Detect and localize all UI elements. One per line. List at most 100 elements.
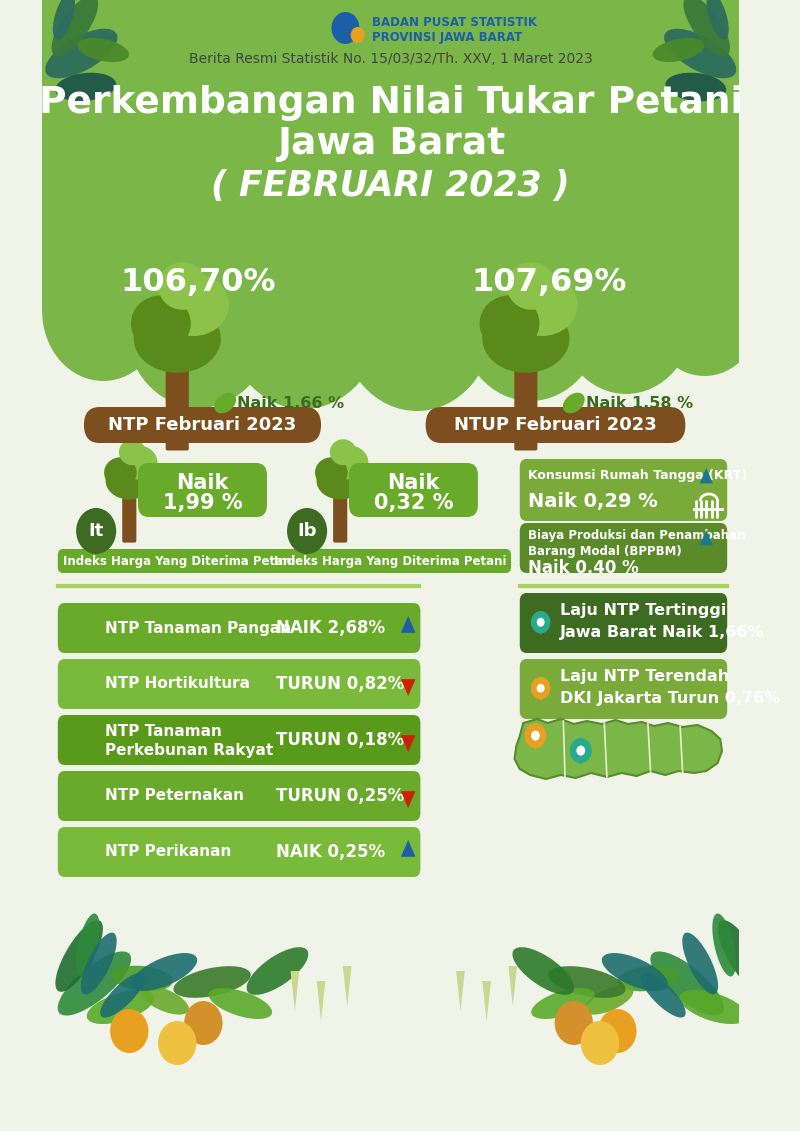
FancyBboxPatch shape (58, 603, 420, 653)
Ellipse shape (174, 966, 250, 998)
Ellipse shape (718, 921, 766, 992)
Ellipse shape (531, 988, 594, 1019)
Ellipse shape (78, 38, 129, 62)
Ellipse shape (134, 304, 221, 373)
Text: Naik: Naik (176, 473, 229, 493)
Text: Naik 0,29 %: Naik 0,29 % (529, 492, 658, 510)
FancyBboxPatch shape (138, 463, 267, 517)
Text: Berita Resmi Statistik No. 15/03/32/Th. XXV, 1 Maret 2023: Berita Resmi Statistik No. 15/03/32/Th. … (189, 52, 593, 66)
Text: Laju NTP Terendah: Laju NTP Terendah (560, 670, 729, 684)
Text: ( FEBRUARI 2023 ): ( FEBRUARI 2023 ) (211, 169, 570, 202)
Text: Naik 0,40 %: Naik 0,40 % (529, 559, 639, 577)
Circle shape (287, 508, 327, 554)
Ellipse shape (315, 457, 348, 487)
Circle shape (570, 739, 592, 763)
Text: Laju NTP Tertinggi: Laju NTP Tertinggi (560, 604, 726, 619)
Text: 107,69%: 107,69% (472, 268, 627, 299)
FancyBboxPatch shape (42, 0, 739, 311)
Ellipse shape (712, 914, 736, 976)
Polygon shape (290, 972, 299, 1011)
Text: NTP Peternakan: NTP Peternakan (105, 788, 244, 803)
Polygon shape (401, 792, 415, 808)
Text: BADAN PUSAT STATISTIK: BADAN PUSAT STATISTIK (371, 17, 537, 29)
Ellipse shape (139, 985, 189, 1015)
Text: Jawa Barat Naik 1,66%: Jawa Barat Naik 1,66% (560, 625, 764, 640)
FancyBboxPatch shape (269, 549, 511, 573)
Circle shape (581, 1021, 619, 1065)
Text: Naik 1,58 %: Naik 1,58 % (586, 396, 693, 411)
Ellipse shape (131, 295, 191, 352)
Polygon shape (401, 735, 415, 752)
FancyBboxPatch shape (349, 463, 478, 517)
Ellipse shape (641, 973, 686, 1018)
Ellipse shape (51, 0, 98, 57)
Polygon shape (534, 622, 548, 634)
Ellipse shape (131, 953, 197, 991)
Text: It: It (89, 523, 104, 539)
FancyBboxPatch shape (58, 771, 420, 821)
Text: PROVINSI JAWA BARAT: PROVINSI JAWA BARAT (371, 31, 522, 43)
Ellipse shape (158, 262, 207, 310)
FancyBboxPatch shape (58, 659, 420, 709)
Text: NTUP Februari 2023: NTUP Februari 2023 (454, 416, 657, 434)
Text: NAIK 2,68%: NAIK 2,68% (276, 619, 385, 637)
Circle shape (531, 611, 550, 633)
Polygon shape (401, 680, 415, 696)
Circle shape (558, 238, 694, 394)
FancyBboxPatch shape (58, 715, 420, 765)
Ellipse shape (119, 446, 158, 480)
Ellipse shape (512, 947, 574, 995)
Polygon shape (343, 966, 351, 1005)
Polygon shape (514, 719, 722, 779)
Circle shape (42, 241, 164, 381)
Text: Barang Modal (BPPBM): Barang Modal (BPPBM) (529, 545, 682, 559)
FancyBboxPatch shape (520, 659, 727, 719)
Circle shape (184, 1001, 222, 1045)
Polygon shape (317, 981, 326, 1021)
Ellipse shape (317, 463, 364, 500)
Text: NTP Tanaman: NTP Tanaman (105, 725, 222, 740)
Ellipse shape (119, 439, 146, 465)
Text: Indeks Harga Yang Diterima Petani: Indeks Harga Yang Diterima Petani (62, 554, 295, 568)
Ellipse shape (650, 951, 724, 1016)
FancyBboxPatch shape (514, 359, 538, 450)
Polygon shape (401, 840, 415, 857)
Text: 0,32 %: 0,32 % (374, 493, 453, 513)
Circle shape (537, 618, 545, 627)
Text: Indeks Harga Yang Diterima Petani: Indeks Harga Yang Diterima Petani (274, 554, 506, 568)
Ellipse shape (479, 295, 539, 352)
Circle shape (598, 1009, 637, 1053)
Circle shape (110, 1009, 149, 1053)
Polygon shape (509, 966, 517, 1005)
Polygon shape (699, 530, 713, 545)
Polygon shape (528, 735, 543, 750)
Ellipse shape (106, 463, 153, 500)
Ellipse shape (330, 439, 357, 465)
Ellipse shape (246, 947, 308, 995)
Ellipse shape (548, 966, 626, 998)
Text: NTP Hortikultura: NTP Hortikultura (105, 676, 250, 691)
Ellipse shape (618, 966, 678, 991)
Polygon shape (534, 688, 548, 701)
Text: Naik: Naik (387, 473, 440, 493)
Circle shape (76, 508, 116, 554)
Ellipse shape (81, 933, 117, 994)
Ellipse shape (58, 951, 131, 1016)
FancyBboxPatch shape (122, 491, 136, 543)
Ellipse shape (46, 28, 118, 78)
Ellipse shape (209, 988, 272, 1019)
Text: Perkembangan Nilai Tukar Petani: Perkembangan Nilai Tukar Petani (38, 85, 743, 121)
Ellipse shape (55, 921, 103, 992)
Ellipse shape (506, 274, 578, 336)
Text: Konsumsi Rumah Tangga (KRT): Konsumsi Rumah Tangga (KRT) (529, 469, 748, 483)
Ellipse shape (706, 0, 729, 40)
FancyBboxPatch shape (426, 407, 686, 443)
FancyBboxPatch shape (58, 549, 300, 573)
Ellipse shape (666, 72, 726, 102)
Polygon shape (456, 972, 465, 1011)
Polygon shape (573, 751, 589, 765)
Ellipse shape (584, 985, 634, 1015)
Polygon shape (699, 468, 713, 483)
Circle shape (537, 684, 545, 692)
Ellipse shape (602, 953, 668, 991)
